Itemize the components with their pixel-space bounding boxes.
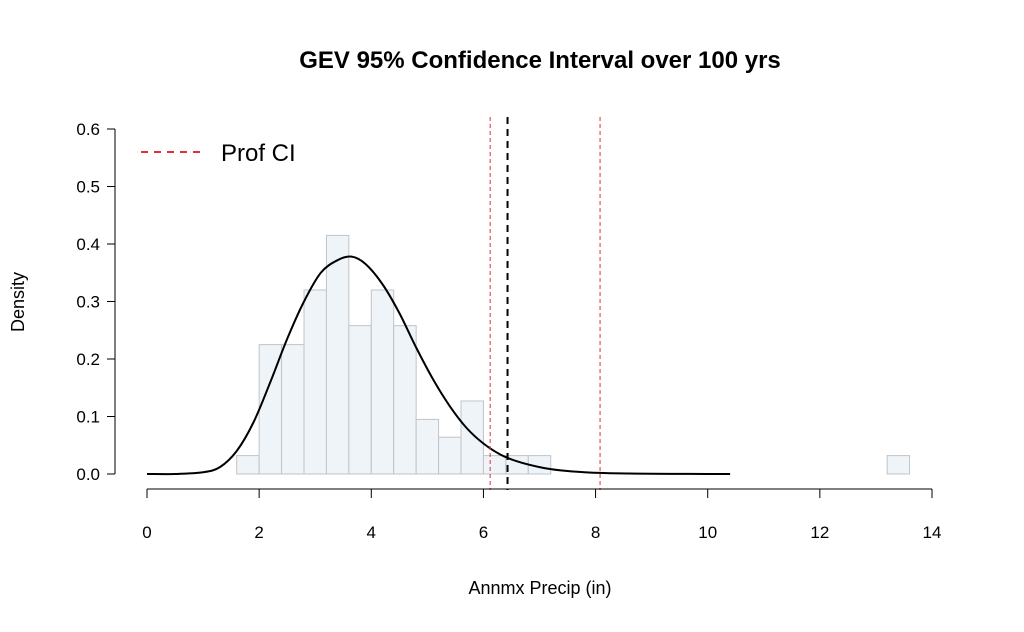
legend: Prof CI — [141, 140, 296, 167]
chart-title: GEV 95% Confidence Interval over 100 yrs — [299, 47, 781, 74]
histogram-bar — [303, 289, 327, 475]
histogram-bar — [886, 455, 911, 475]
histogram-bar — [348, 325, 372, 475]
x-tick-label: 10 — [698, 523, 717, 542]
density-curve-group — [146, 255, 731, 476]
y-tick-label: 0.0 — [76, 465, 100, 484]
x-axis: 0 2 4 6 8 10 12 14 — [142, 488, 942, 542]
histogram-bar — [415, 418, 440, 475]
legend-label: Prof CI — [221, 140, 296, 167]
x-tick-label: 0 — [142, 523, 151, 542]
y-tick-label: 0.2 — [76, 350, 100, 369]
histogram-bar — [370, 289, 395, 475]
x-axis-title: Annmx Precip (in) — [468, 578, 611, 598]
x-tick-label: 2 — [254, 523, 263, 542]
histogram-bar — [460, 400, 484, 475]
histogram-bar — [236, 455, 260, 475]
histogram — [236, 234, 911, 475]
y-tick-label: 0.3 — [76, 293, 100, 312]
vertical-lines — [489, 117, 601, 490]
histogram-bar — [482, 455, 507, 475]
density-curve — [146, 255, 731, 476]
x-tick-label: 6 — [479, 523, 488, 542]
x-tick-label: 12 — [810, 523, 829, 542]
y-tick-label: 0.1 — [76, 408, 100, 427]
histogram-bar — [438, 436, 462, 475]
y-tick-label: 0.4 — [76, 235, 100, 254]
x-tick-label: 8 — [591, 523, 600, 542]
histogram-bar — [325, 234, 350, 475]
y-tick-label: 0.5 — [76, 178, 100, 197]
y-tick-label: 0.6 — [76, 120, 100, 139]
histogram-bar — [393, 325, 417, 475]
y-axis: 0.0 0.1 0.2 0.3 0.4 0.5 0.6 — [76, 120, 116, 484]
histogram-bar — [281, 344, 305, 475]
y-axis-title: Density — [8, 272, 28, 332]
x-tick-label: 14 — [923, 523, 942, 542]
x-tick-label: 4 — [367, 523, 376, 542]
